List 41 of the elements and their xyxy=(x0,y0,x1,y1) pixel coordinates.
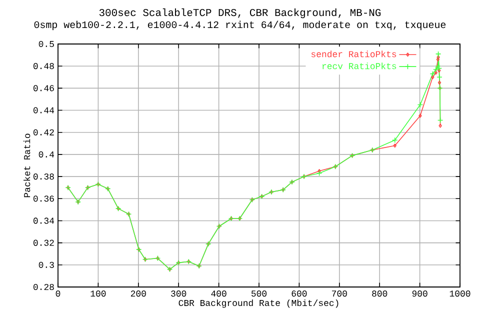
y-tick-label: 0.34 xyxy=(34,218,54,224)
y-tick-label: 0.5 xyxy=(38,40,54,48)
chart-title: 300sec ScalableTCP DRS, CBR Background, MB-NG xyxy=(99,8,381,18)
point xyxy=(435,63,441,69)
point xyxy=(430,70,436,77)
y-tick-label: 0.3 xyxy=(38,262,54,268)
y-tick-label: 0.36 xyxy=(34,196,54,202)
x-tick-label: 100 xyxy=(90,290,106,297)
legend-label: sender RatioPkts xyxy=(311,50,396,58)
x-tick-label: 200 xyxy=(130,290,146,297)
x-tick-label: 500 xyxy=(252,290,267,297)
point xyxy=(435,51,442,57)
point xyxy=(436,74,442,80)
y-axis-title: Packet Ratio xyxy=(24,134,30,198)
chart-subtitle: 0smp web100-2.2.1, e1000-4.4.12 rxint 64/64, moderate on txq, txqueue xyxy=(34,20,446,30)
point xyxy=(438,80,442,85)
x-tick-label: 700 xyxy=(332,290,347,297)
x-tick-label: 800 xyxy=(372,290,388,297)
x-tick-label: 600 xyxy=(292,290,307,297)
y-tick-label: 0.28 xyxy=(34,284,54,290)
y-tick-label: 0.4 xyxy=(38,151,54,158)
point xyxy=(418,114,422,118)
x-tick-label: 900 xyxy=(412,290,428,297)
y-tick-label: 0.46 xyxy=(34,85,54,92)
x-tick-label: 1000 xyxy=(450,290,470,297)
point xyxy=(436,65,442,72)
x-tick-label: 400 xyxy=(211,290,226,297)
point xyxy=(417,102,424,108)
y-tick-label: 0.44 xyxy=(34,107,54,114)
point xyxy=(316,170,322,176)
x-axis-title: CBR Background Rate (Mbit/sec) xyxy=(178,299,338,308)
x-tick-label: 300 xyxy=(171,290,186,297)
point xyxy=(393,144,396,148)
y-tick-label: 0.48 xyxy=(34,63,54,70)
point xyxy=(433,66,439,72)
y-tick-label: 0.32 xyxy=(34,240,54,246)
y-tick-label: 0.38 xyxy=(34,174,54,180)
y-tick-label: 0.42 xyxy=(34,129,54,136)
point xyxy=(392,137,398,143)
x-tick-label: 0 xyxy=(56,290,60,297)
legend-label: recv RatioPkts xyxy=(322,62,396,70)
